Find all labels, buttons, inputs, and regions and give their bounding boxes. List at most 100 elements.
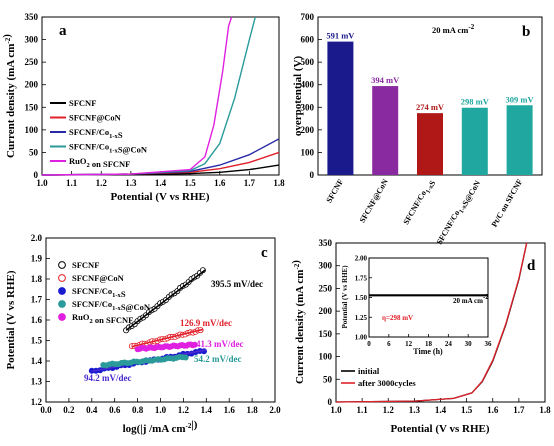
- inset-y-axis-label: Potential (V vs RHE): [341, 265, 349, 329]
- y-tick-label: 0: [328, 397, 333, 407]
- inset-x-tick-label: 18: [425, 340, 433, 348]
- y-tick-label: 50: [323, 374, 333, 384]
- slope-label-0: 395.5 mV/dec: [211, 279, 263, 289]
- x-tick-label: 0.8: [132, 405, 144, 415]
- y-tick-label: 1.9: [31, 254, 43, 264]
- x-tick-label: 1.4: [435, 405, 447, 415]
- y-tick-label: 300: [319, 261, 333, 271]
- y-axis-label: Potential (V vs RHE): [5, 270, 17, 369]
- y-tick-label: 1.3: [31, 377, 43, 387]
- y-tick-label: 250: [25, 57, 39, 67]
- y-tick-label: 100: [301, 147, 315, 157]
- y-tick-label: 200: [25, 80, 39, 90]
- fit-line-4: [137, 342, 198, 350]
- inset-y-tick-label: 1.25: [355, 314, 368, 322]
- y-tick-label: 700: [301, 12, 315, 22]
- y-tick-label: 1.6: [31, 315, 43, 325]
- x-tick-label: 1.8: [246, 405, 258, 415]
- category-label: SFCNF/Co1-xS@CoN: [435, 177, 482, 247]
- y-tick-label: 200: [301, 125, 315, 135]
- y-tick-label: 0: [310, 170, 315, 180]
- x-tick-label: 1.0: [36, 178, 48, 188]
- x-tick-label: 1.0: [155, 405, 167, 415]
- inset-y-tick-label: 1.50: [355, 294, 368, 302]
- legend-entry-4: RuO2 on SFCNF: [72, 312, 133, 325]
- x-axis-label: Potential (V vs RHE): [390, 423, 489, 435]
- x-tick-label: 1.6: [214, 178, 226, 188]
- y-axis-label: overpotential (V): [292, 55, 304, 136]
- x-tick-label: 1.2: [383, 405, 395, 415]
- y-tick-label: 1.8: [31, 274, 43, 284]
- x-tick-label: 0.4: [86, 405, 98, 415]
- bar-value-label: 298 mV: [461, 97, 490, 107]
- x-tick-label: 1.6: [487, 405, 499, 415]
- inset-x-tick-label: 12: [405, 340, 413, 348]
- x-tick-label: 1.5: [185, 178, 197, 188]
- inset-x-tick-label: 30: [465, 340, 473, 348]
- x-tick-label: 0.0: [40, 405, 52, 415]
- x-tick-label: 0.2: [63, 405, 75, 415]
- x-tick-label: 1.8: [539, 405, 551, 415]
- bar-0: [327, 41, 354, 175]
- series-line-4: [41, 16, 233, 176]
- x-tick-label: 1.4: [201, 405, 213, 415]
- x-tick-label: 1.6: [224, 405, 236, 415]
- category-label: SFCNF: [324, 177, 345, 204]
- y-tick-label: 250: [319, 283, 333, 293]
- x-tick-label: 0.6: [109, 405, 121, 415]
- legend-entry-1: after 3000cycles: [358, 378, 416, 388]
- panel-label-b: b: [522, 24, 530, 40]
- legend-entry-2: SFCNF/Co1-xS: [72, 286, 126, 299]
- y-tick-label: 500: [301, 57, 315, 67]
- slope-label-4: 41.3 mV/dec: [196, 339, 244, 349]
- y-tick-label: 100: [319, 352, 333, 362]
- x-tick-label: 1.2: [96, 178, 108, 188]
- slope-label-2: 94.2 mV/dec: [84, 373, 132, 383]
- bar-value-label: 274 mV: [416, 102, 445, 112]
- x-tick-label: 1.3: [125, 178, 137, 188]
- x-tick-label: 1.8: [273, 178, 285, 188]
- legend-entry-1: SFCNF@CoN: [72, 273, 125, 283]
- legend-marker-3: [58, 300, 66, 308]
- panel-label-a: a: [59, 23, 67, 39]
- legend-marker-1: [58, 274, 66, 282]
- fit-line-0: [125, 269, 206, 331]
- legend-entry-0: SFCNF: [72, 260, 99, 270]
- y-tick-label: 200: [319, 306, 333, 316]
- legend-entry-0: SFCNF: [69, 98, 96, 108]
- legend-entry-1: SFCNF@CoN: [69, 113, 122, 123]
- fit-line-3: [103, 355, 189, 366]
- x-tick-label: 1.5: [461, 405, 473, 415]
- legend-marker-2: [58, 287, 66, 295]
- y-tick-label: 350: [25, 12, 39, 22]
- x-tick-label: 1.4: [155, 178, 167, 188]
- panel-label-c: c: [261, 245, 268, 261]
- inset-x-tick-label: 36: [485, 340, 493, 348]
- y-tick-label: 1.5: [31, 336, 43, 346]
- y-tick-label: 300: [301, 102, 315, 112]
- inset-x-tick-label: 6: [387, 340, 391, 348]
- bar-2: [417, 113, 443, 175]
- inset-y-tick-label: 2.00: [355, 255, 368, 263]
- y-tick-label: 150: [25, 102, 39, 112]
- x-tick-label: 2.0: [269, 405, 281, 415]
- fit-line-1: [131, 328, 204, 348]
- y-tick-label: 100: [25, 125, 39, 135]
- y-tick-label: 0: [34, 170, 39, 180]
- y-tick-label: 150: [319, 329, 333, 339]
- legend-marker-4: [58, 313, 66, 321]
- bar-1: [372, 86, 399, 175]
- category-label: SFCNF/Co1-xS: [401, 177, 437, 228]
- legend-entry-3: SFCNF/Co1-xS@CoN: [72, 299, 151, 312]
- y-tick-label: 50: [29, 147, 39, 157]
- y-tick-label: 350: [319, 238, 333, 248]
- panel-label-d: d: [527, 258, 536, 274]
- legend-marker-0: [58, 261, 66, 269]
- category-label: Pt/C on SFCNF: [490, 177, 525, 228]
- y-tick-label: 2.0: [31, 233, 43, 243]
- inset-y-tick-label: 1.75: [355, 274, 368, 282]
- bar-3: [461, 107, 488, 175]
- x-tick-label: 1.7: [244, 178, 256, 188]
- bar-value-label: 309 mV: [506, 94, 535, 104]
